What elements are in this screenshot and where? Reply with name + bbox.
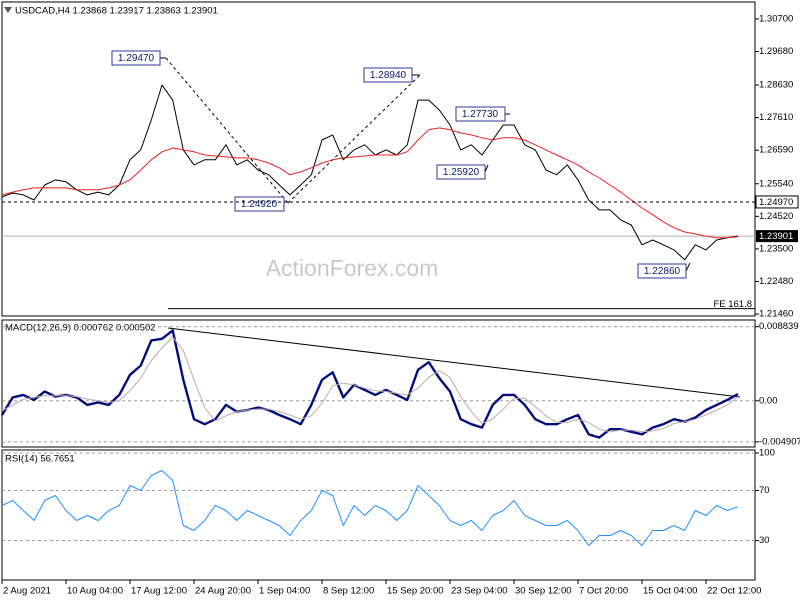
y-tick-label: 1.30700 — [759, 13, 793, 24]
series-line — [1, 470, 739, 546]
level-label-box — [755, 195, 799, 209]
rsi-title: RSI(14) 56.7651 — [5, 454, 75, 465]
y-tick-label: 1.27610 — [759, 112, 793, 123]
current-price-label: 1.23901 — [759, 231, 793, 242]
y-tick-label: 70 — [759, 485, 770, 496]
panel-frame — [1, 319, 756, 448]
y-tick-label: 0.008839 — [759, 321, 799, 332]
panel-frame — [1, 1, 756, 317]
series-line — [1, 127, 739, 239]
connector — [685, 262, 691, 272]
y-tick-label: 30 — [759, 535, 770, 546]
y-tick-label: 1.28630 — [759, 80, 793, 91]
series-line — [0, 329, 739, 439]
annotation-box — [637, 263, 687, 279]
y-tick-label: 100 — [759, 448, 775, 459]
y-tick-label: -0.004907 — [759, 436, 800, 447]
y-tick-label: 1.25540 — [759, 178, 793, 189]
y-tick-label: 0.00 — [759, 395, 778, 406]
annotation: 1.28940 — [370, 70, 407, 81]
series-line — [1, 336, 739, 433]
annotation: 1.29470 — [118, 53, 155, 64]
annotation-box — [363, 67, 413, 83]
level-label: 1.24970 — [759, 197, 793, 208]
series-line — [1, 84, 739, 261]
current-price-box — [756, 230, 798, 243]
fe-label: FE 161.8 — [713, 299, 752, 310]
x-tick-label: 8 Sep 12:00 — [323, 586, 374, 597]
watermark: ActionForex.com — [266, 255, 439, 281]
y-tick-label: 1.24520 — [759, 211, 793, 222]
annotation: 1.22860 — [644, 266, 681, 277]
x-tick-label: 30 Sep 12:00 — [515, 586, 572, 597]
annotation: 1.24920 — [241, 199, 278, 210]
trendline — [165, 57, 289, 204]
x-tick-label: 15 Sep 20:00 — [387, 586, 444, 597]
y-tick-label: 1.23500 — [759, 243, 793, 254]
y-tick-label: 1.26590 — [759, 145, 793, 156]
annotations: 1.29470 1.28940 1.27730 1.25920 1.24920 … — [111, 50, 691, 279]
x-tick-label: 7 Oct 20:00 — [579, 586, 628, 597]
x-tick-label: 2 Aug 2021 — [3, 586, 51, 597]
y-tick-label: 1.22480 — [759, 276, 793, 287]
y-tick-label: 1.29680 — [759, 46, 793, 57]
x-tick-label: 15 Oct 04:00 — [643, 586, 697, 597]
annotation-box — [234, 196, 285, 212]
annotation-box — [436, 164, 486, 180]
menu-icon — [4, 7, 12, 13]
panel-frame — [1, 449, 756, 581]
macd-title: MACD(12,26,9) 0.000762 0.000502 — [5, 323, 156, 334]
x-tick-label: 17 Aug 12:00 — [131, 586, 187, 597]
x-tick-label: 24 Aug 20:00 — [195, 586, 251, 597]
y-tick-label: 1.21460 — [759, 309, 793, 320]
annotation: 1.25920 — [443, 167, 480, 178]
annotation-box — [111, 50, 161, 66]
macd-trendline — [167, 327, 741, 398]
x-tick-label: 22 Oct 12:00 — [707, 586, 761, 597]
chart-title: USDCAD,H4 1.23868 1.23917 1.23863 1.2390… — [15, 6, 218, 17]
x-tick-label: 10 Aug 04:00 — [67, 586, 123, 597]
x-tick-label: 23 Sep 04:00 — [451, 586, 508, 597]
annotation-box — [455, 106, 506, 122]
annotation: 1.27730 — [462, 109, 499, 120]
trendline — [287, 74, 421, 204]
x-tick-label: 1 Sep 04:00 — [259, 586, 310, 597]
